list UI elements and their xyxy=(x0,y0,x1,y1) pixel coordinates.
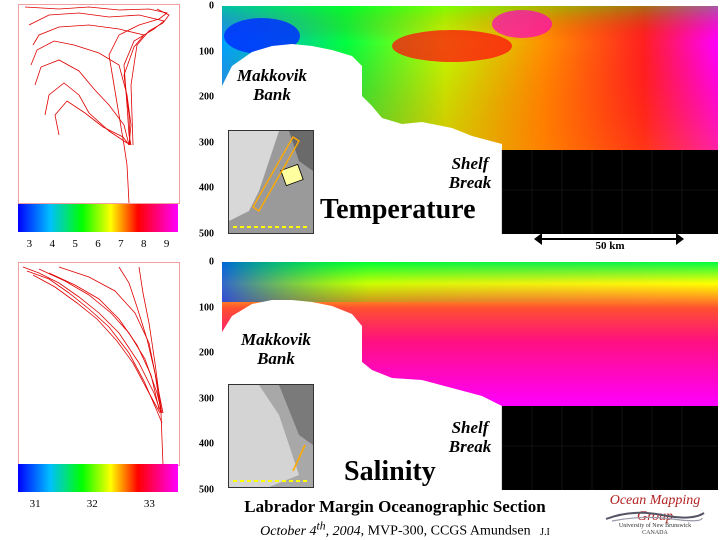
depth-tick-label: 300 xyxy=(199,137,214,149)
depth-tick-label: 0 xyxy=(209,0,214,12)
depth-tick-label: 0 xyxy=(209,256,214,268)
colorbar-tick-label: 7 xyxy=(118,238,124,250)
logo-graphic xyxy=(605,511,705,522)
shelf-break-label-temperature: Shelf Break xyxy=(442,154,498,192)
caption-details: , MVP-300, CCGS Amundsen xyxy=(360,523,531,539)
colorbar-tick-label: 6 xyxy=(95,238,101,250)
logo-country: CANADA xyxy=(642,530,668,536)
caption-year: , 2004 xyxy=(325,523,361,539)
scale-bar-line xyxy=(536,238,680,240)
colorbar-tick-label: 31 xyxy=(29,498,41,510)
scale-bar xyxy=(536,230,686,234)
colorbar-tick-label: 8 xyxy=(140,238,147,250)
colorbar-tick-label: 3 xyxy=(26,238,33,250)
logo-subtitle: University of New Brunswick CANADA xyxy=(592,523,718,537)
colorbar-tick-label: 5 xyxy=(72,238,78,250)
temperature-colorbar-ticks: 3 4 5 6 7 8 9 xyxy=(18,238,178,252)
ocean-mapping-group-logo: Ocean Mapping Group University of New Br… xyxy=(592,493,718,538)
caption-date: October 4 xyxy=(260,523,317,539)
caption-title: Labrador Margin Oceanographic Section xyxy=(244,497,546,516)
caption-date-suffix: th xyxy=(316,519,326,532)
depth-tick-label: 200 xyxy=(199,91,214,103)
bank-text: Bank xyxy=(257,349,295,368)
salinity-section-field xyxy=(222,262,718,490)
inset-map-image xyxy=(229,385,313,487)
salinity-section: Makkovik Bank Shelf Break Salinity xyxy=(222,262,718,490)
temperature-profile-lines xyxy=(24,6,170,204)
depth-tick-label: 100 xyxy=(199,302,214,314)
temperature-profile-plot xyxy=(18,4,180,204)
temperature-depth-ticks: 0 100 200 300 400 500 xyxy=(190,1,214,240)
bank-text: Bank xyxy=(253,85,291,104)
depth-tick-label: 300 xyxy=(199,393,214,405)
depth-tick-label: 500 xyxy=(199,484,214,496)
inset-map-image xyxy=(229,131,313,233)
makkovik-text: Makkovik xyxy=(237,66,307,85)
makkovik-text: Makkovik xyxy=(241,330,311,349)
break-text: Break xyxy=(448,173,492,192)
depth-tick-label: 400 xyxy=(199,438,214,450)
makkovik-bank-label-temperature: Makkovik Bank xyxy=(232,66,312,104)
colorbar-tick-label: 33 xyxy=(143,498,155,510)
salinity-colorbar-ticks: 31 32 33 xyxy=(18,498,178,512)
shelf-text: Shelf xyxy=(451,418,489,437)
break-text: Break xyxy=(448,437,492,456)
shelf-break-label-salinity: Shelf Break xyxy=(442,418,498,456)
scale-bar-left-arrow xyxy=(534,233,542,245)
salinity-profile-plot xyxy=(18,262,180,466)
temperature-title: Temperature xyxy=(320,194,476,225)
salinity-title: Salinity xyxy=(344,456,436,487)
temperature-section: Makkovik Bank Shelf Break Temperature xyxy=(222,6,718,234)
makkovik-bank-label-salinity: Makkovik Bank xyxy=(236,330,316,368)
shelf-text: Shelf xyxy=(451,154,489,173)
depth-tick-label: 400 xyxy=(199,182,214,194)
colorbar-tick-label: 4 xyxy=(49,238,56,250)
caption-subtitle: October 4th, 2004, MVP-300, CCGS Amundse… xyxy=(220,519,590,540)
depth-tick-label: 200 xyxy=(199,347,214,359)
scale-bar-label: 50 km xyxy=(595,240,625,252)
caption-initials: J.I xyxy=(540,526,550,538)
depth-tick-label: 500 xyxy=(199,228,214,240)
salinity-colorbar xyxy=(18,464,178,492)
colorbar-tick-label: 9 xyxy=(163,238,170,250)
depth-tick-label: 100 xyxy=(199,46,214,58)
colorbar-tick-label: 32 xyxy=(86,498,98,510)
salinity-profile-lines xyxy=(22,266,164,466)
temperature-location-inset-map xyxy=(228,130,314,234)
salinity-depth-ticks: 0 100 200 300 400 500 xyxy=(190,257,214,496)
temperature-colorbar xyxy=(18,204,178,232)
scale-bar-right-arrow xyxy=(676,233,684,245)
salinity-location-inset-map xyxy=(228,384,314,488)
logo-institution: University of New Brunswick xyxy=(618,523,692,529)
